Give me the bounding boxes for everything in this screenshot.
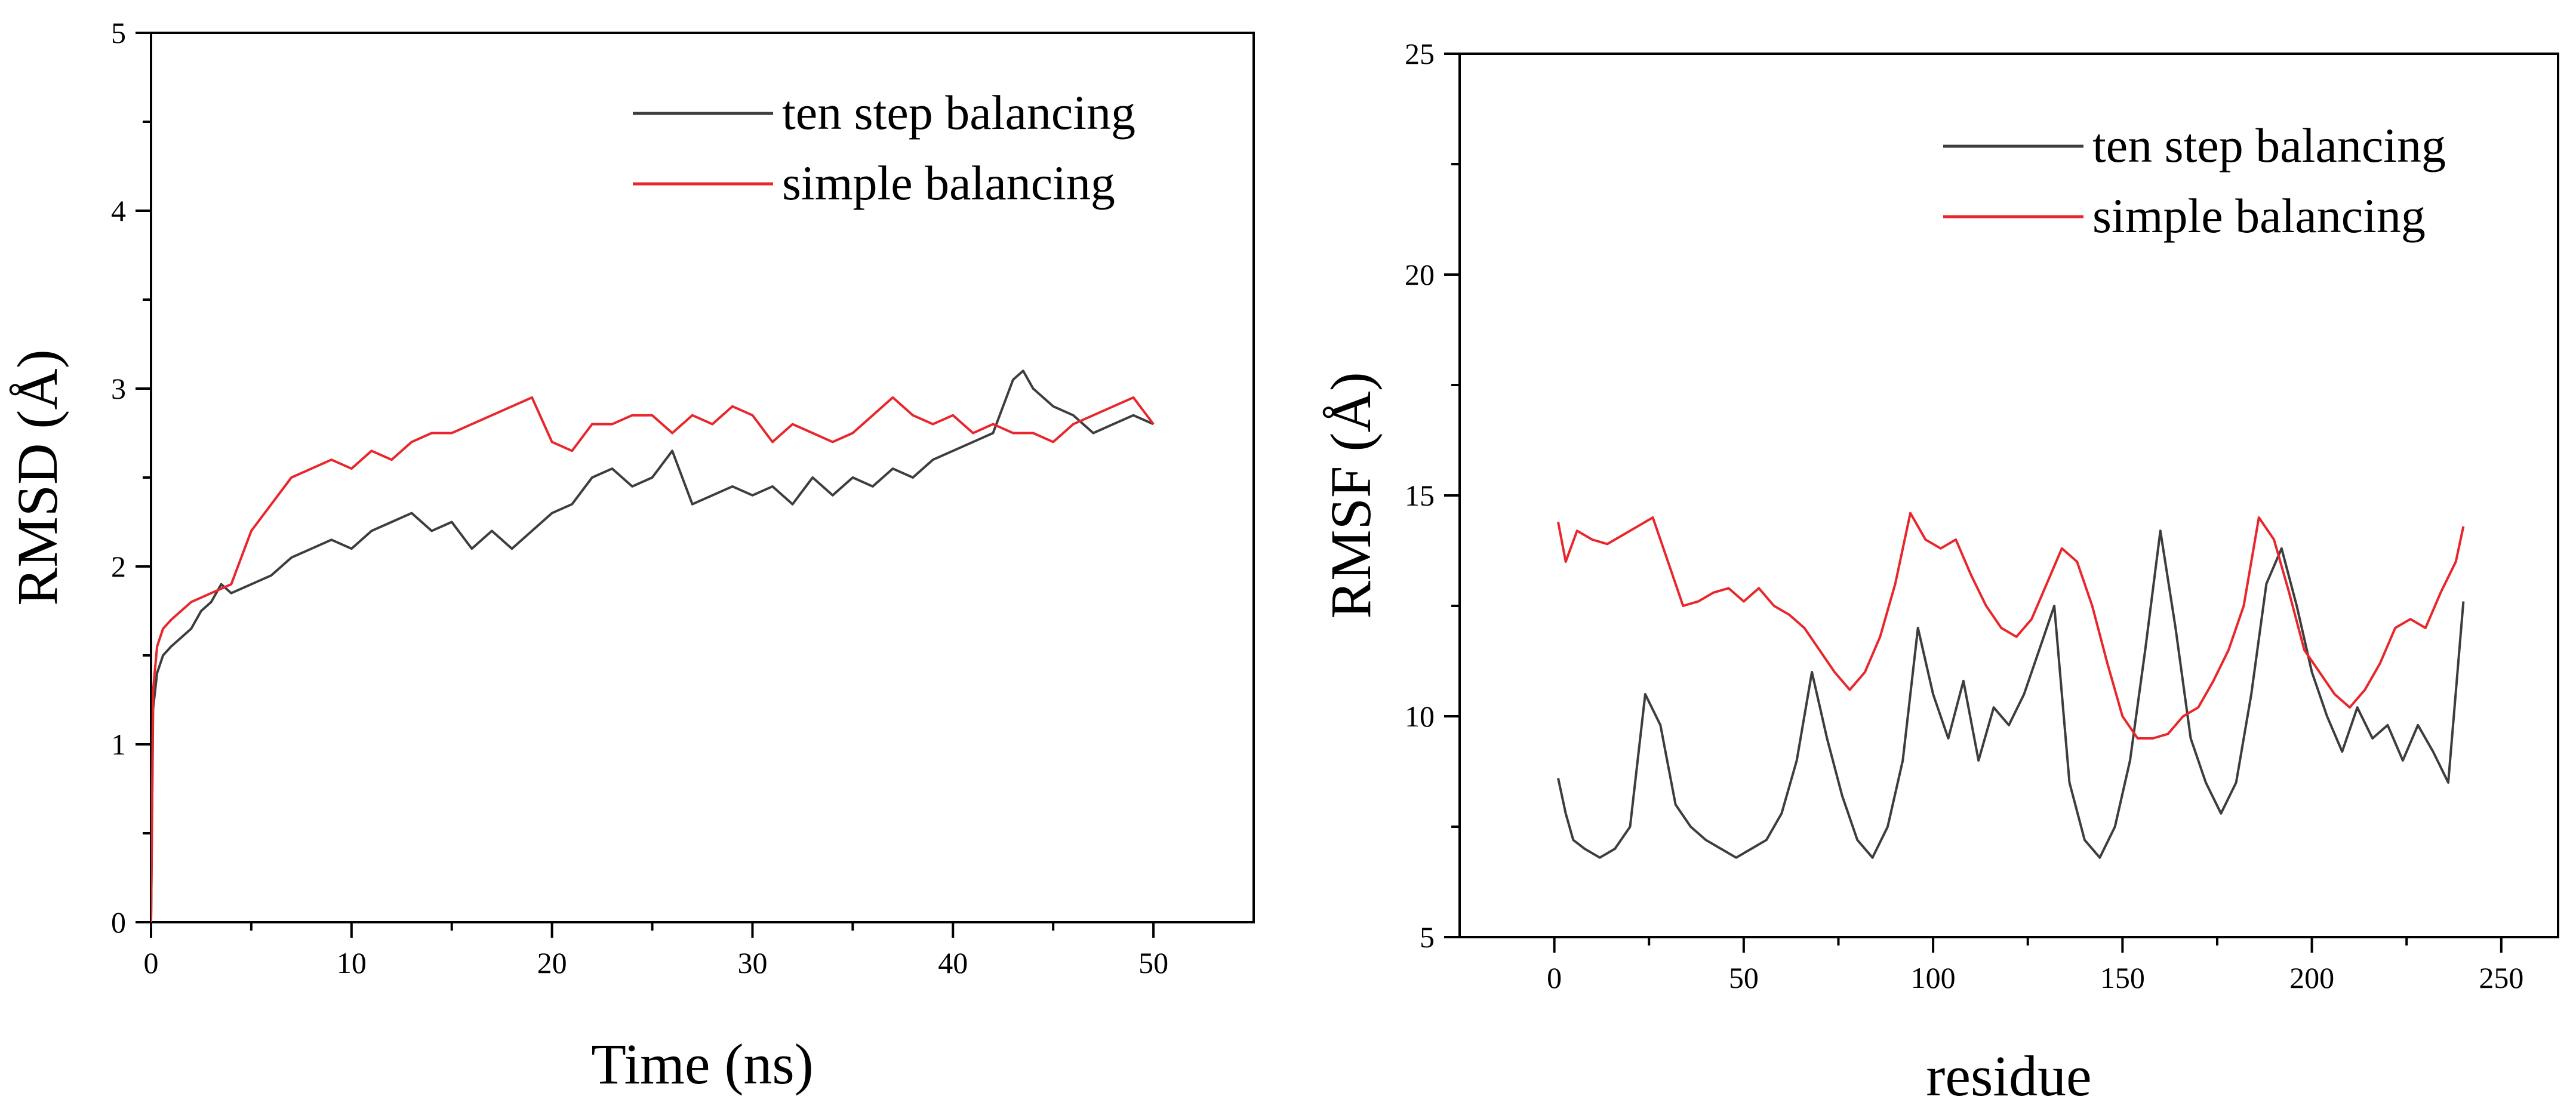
series-line-ten-step-balancing — [1557, 529, 2465, 859]
x-tick-label: 250 — [2479, 961, 2523, 994]
series-line-simple-balancing — [151, 396, 1155, 922]
series-line-ten-step-balancing — [151, 369, 1154, 922]
y-tick-label: 15 — [1405, 479, 1435, 512]
x-tick-label: 100 — [1911, 961, 1956, 994]
y-tick-label: 5 — [1420, 920, 1435, 954]
series-line-simple-balancing — [1557, 512, 2465, 740]
y-axis-title: RMSD (Å) — [5, 349, 69, 605]
legend-label: simple balancing — [782, 156, 1115, 210]
y-tick-label: 2 — [111, 550, 126, 583]
y-tick-label: 4 — [111, 194, 126, 227]
rmsd-chart: 0 10 20 30 40 50 0 1 2 3 4 5 Time (ns) RMSD (Å) ten st… — [5, 16, 1255, 1096]
rmsf-chart: 0 50 100 150 200 250 5 10 15 20 25 residue RMSF (Å) t… — [1319, 37, 2559, 1108]
x-tick-label: 10 — [337, 946, 367, 980]
x-axis-title: Time (ns) — [591, 1032, 814, 1096]
y-tick-label: 0 — [111, 906, 126, 939]
y-tick-label: 20 — [1405, 258, 1435, 291]
x-tick-label: 50 — [1138, 946, 1168, 980]
x-tick-label: 50 — [1729, 961, 1759, 994]
legend-label: ten step balancing — [782, 85, 1135, 140]
x-tick-label: 0 — [1547, 961, 1562, 994]
legend-label: simple balancing — [2092, 189, 2426, 243]
x-axis-title: residue — [1926, 1044, 2091, 1108]
x-tick-label: 20 — [537, 946, 567, 980]
x-tick-label: 0 — [144, 946, 159, 980]
x-tick-label: 200 — [2289, 961, 2334, 994]
y-tick-label: 3 — [111, 372, 126, 405]
y-tick-label: 25 — [1405, 37, 1435, 70]
x-tick-label: 30 — [737, 946, 767, 980]
legend-label: ten step balancing — [2092, 118, 2446, 173]
y-tick-label: 5 — [111, 16, 126, 50]
y-tick-label: 10 — [1405, 700, 1435, 733]
x-tick-label: 40 — [938, 946, 968, 980]
y-axis-title: RMSF (Å) — [1319, 372, 1383, 618]
y-tick-label: 1 — [111, 728, 126, 761]
x-tick-label: 150 — [2100, 961, 2145, 994]
